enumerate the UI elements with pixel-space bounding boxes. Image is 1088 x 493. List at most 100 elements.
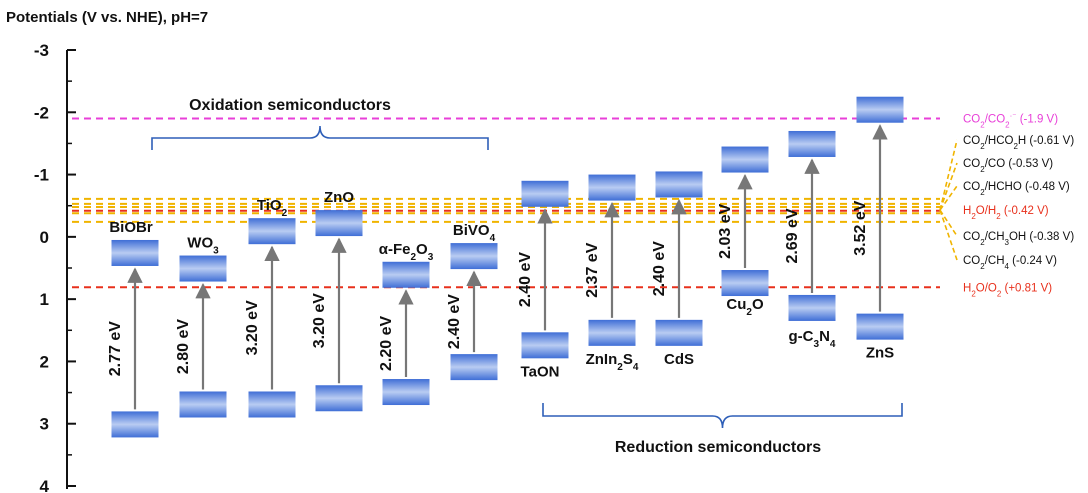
- y-tick-label: -3: [34, 41, 49, 60]
- semiconductor-aFe2O3: 2.20 eV α-Fe2O3: [378, 241, 434, 406]
- oxidation-bracket: [151, 125, 489, 150]
- valence-band-block: [315, 385, 363, 412]
- semiconductor-label-part: BiVO: [453, 222, 490, 239]
- reference-label-part: H: [963, 205, 971, 217]
- semiconductor-label: TiO2: [257, 197, 288, 219]
- reference-leader-co2-co: [939, 162, 958, 211]
- semiconductor-label-part: 2: [282, 208, 288, 219]
- reference-label-part: 2: [980, 120, 985, 129]
- reference-label-part: (-0.42 V): [1001, 205, 1049, 217]
- semiconductor-label-part: g-C: [789, 328, 814, 345]
- reference-label-part: 2: [996, 212, 1001, 221]
- reference-label-part: /HCO: [985, 135, 1014, 147]
- reference-label-part: 2: [980, 165, 985, 174]
- valence-band-block: [248, 391, 296, 418]
- semiconductor-label-part: TaON: [521, 363, 560, 380]
- semiconductor-label-part: N: [819, 328, 830, 345]
- semiconductor-label: BiVO4: [453, 222, 496, 244]
- semiconductor-label: TaON: [521, 363, 560, 380]
- reference-label-co2-hcho: CO2/HCHO (-0.48 V): [963, 181, 1070, 197]
- reference-label-co2-co: CO2/CO (-0.53 V): [963, 158, 1053, 174]
- band-gap-label: 2.77 eV: [107, 321, 124, 376]
- semiconductor-label: CdS: [664, 351, 694, 368]
- semiconductor-ZnIn2S4: 2.37 eV ZnIn2S4: [584, 174, 639, 373]
- reference-label-part: /HCHO (-0.48 V): [985, 181, 1070, 193]
- semiconductor-label: WO3: [187, 235, 219, 256]
- band-gap-label: 2.40 eV: [651, 241, 668, 296]
- reference-label-co2-ch3oh: CO2/CH3OH (-0.38 V): [963, 231, 1074, 247]
- y-tick-label: 4: [40, 477, 50, 493]
- valence-band-block: [655, 319, 703, 346]
- band-gap-label: 3.20 eV: [311, 293, 328, 348]
- semiconductor-label-part: α-Fe: [379, 241, 411, 258]
- chart-title: Potentials (V vs. NHE), pH=7: [6, 9, 208, 26]
- semiconductor-label-part: 2: [617, 361, 623, 372]
- reference-label-part: CO: [963, 181, 980, 193]
- y-tick-label: 0: [40, 228, 49, 247]
- semiconductor-WO3: 2.80 eV WO3: [175, 235, 227, 418]
- semiconductor-label: Cu2O: [726, 296, 764, 318]
- semiconductor-label: ZnIn2S4: [586, 351, 639, 373]
- semiconductor-label-part: 4: [490, 233, 496, 244]
- conduction-band-block: [655, 171, 703, 198]
- reference-leader-co2-hcho: [939, 185, 958, 211]
- reference-label-part: H (-0.61 V): [1018, 135, 1074, 147]
- reference-label-co2-ch4: CO2/CH4 (-0.24 V): [963, 255, 1057, 271]
- reference-label-part: CO: [963, 158, 980, 170]
- band-gap-label: 2.69 eV: [784, 208, 801, 263]
- reference-label-part: 2: [980, 142, 985, 151]
- reference-labels: CO2/CO2·⁻ (-1.9 V)CO2/HCO2H (-0.61 V)CO2…: [939, 111, 1074, 298]
- reference-leader-co2-ch4: [939, 209, 958, 261]
- reference-label-part: ·⁻: [1010, 111, 1017, 120]
- semiconductor-label: ZnO: [324, 189, 354, 206]
- conduction-band-block: [788, 130, 836, 157]
- valence-band-block: [588, 319, 636, 346]
- semiconductor-label-part: WO: [187, 235, 213, 252]
- reference-label-part: 4: [1005, 262, 1010, 271]
- reference-leader-co2-hco2h: [939, 139, 958, 211]
- semiconductor-label-part: S: [623, 351, 633, 368]
- reference-label-part: 2: [1005, 120, 1010, 129]
- conduction-band-block: [450, 243, 498, 270]
- reference-label-part: 2: [980, 262, 985, 271]
- band-gap-label: 2.40 eV: [517, 252, 534, 307]
- semiconductor-label-part: 3: [814, 338, 820, 349]
- reference-label-part: CO: [963, 255, 980, 267]
- conduction-band-block: [315, 210, 363, 237]
- valence-band-block: [856, 313, 904, 340]
- y-tick-label: 2: [40, 352, 49, 371]
- reference-label-co2-co2rad: CO2/CO2·⁻ (-1.9 V): [963, 111, 1058, 129]
- semiconductor-label-part: 2: [746, 307, 752, 318]
- reference-label-part: O/O: [976, 282, 997, 294]
- valence-band-block: [721, 270, 769, 297]
- reference-label-part: H: [963, 282, 971, 294]
- semiconductor-label-part: 2: [410, 251, 416, 262]
- semiconductor-label-part: O: [752, 296, 764, 313]
- reference-label-part: CO: [963, 114, 980, 126]
- conduction-band-block: [521, 180, 569, 207]
- semiconductor-ZnO: 3.20 eV ZnO: [311, 189, 363, 412]
- semiconductor-label: ZnS: [866, 345, 894, 362]
- semiconductor-label-part: TiO: [257, 197, 282, 214]
- y-tick-label: 1: [40, 290, 49, 309]
- semiconductor-CdS: 2.40 eV CdS: [651, 171, 703, 368]
- semiconductor-Cu2O: 2.03 eV Cu2O: [717, 146, 769, 318]
- reference-label-part: O/H: [976, 205, 996, 217]
- semiconductor-label-part: CdS: [664, 351, 694, 368]
- y-tick-label: -2: [34, 103, 49, 122]
- reference-label-part: OH (-0.38 V): [1009, 231, 1074, 243]
- band-gap-label: 3.20 eV: [244, 300, 261, 355]
- semiconductor-label-part: ZnO: [324, 189, 354, 206]
- conduction-band-block: [382, 261, 430, 288]
- conduction-band-block: [588, 174, 636, 201]
- reference-label-part: 2: [971, 289, 976, 298]
- reference-label-h2o-o2: H2O/O2 (+0.81 V): [963, 282, 1052, 298]
- conduction-band-block: [721, 146, 769, 173]
- reference-label-part: 2: [971, 212, 976, 221]
- reference-label-h2o-h2: H2O/H2 (-0.42 V): [963, 205, 1049, 221]
- conduction-band-block: [179, 255, 227, 282]
- conduction-band-block: [111, 239, 159, 266]
- semiconductor-label: g-C3N4: [789, 328, 836, 350]
- band-gap-label: 2.03 eV: [717, 203, 734, 258]
